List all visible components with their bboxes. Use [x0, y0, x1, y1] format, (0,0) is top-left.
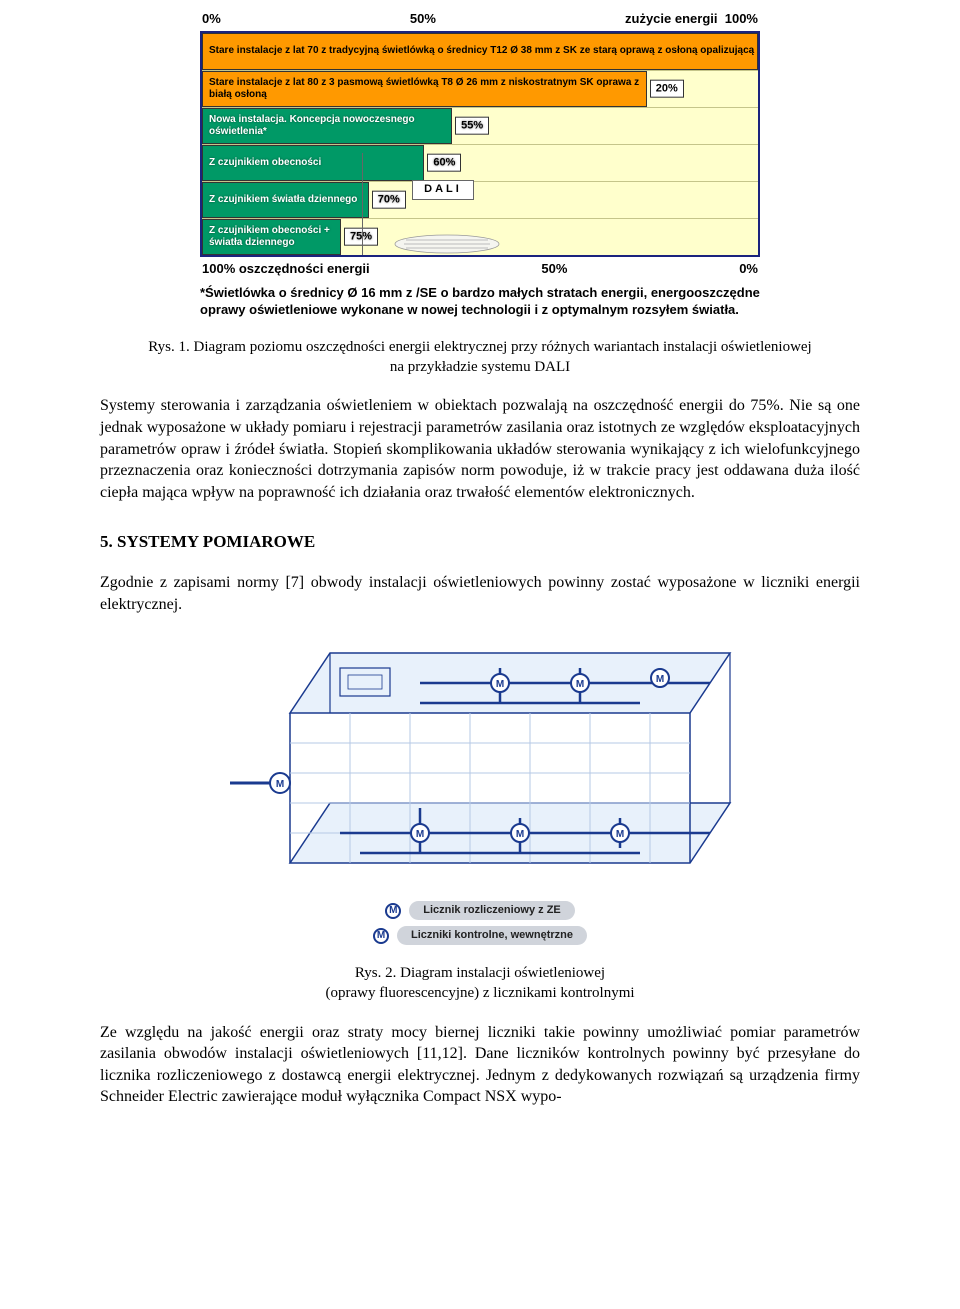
legend-row-1: M Licznik rozliczeniowy z ZE	[385, 901, 575, 920]
savings-badge: 55%	[455, 116, 489, 135]
axis-bottom-right: 0%	[739, 260, 758, 278]
axis-top: 0% 50% zużycie energii 100%	[200, 10, 760, 31]
meter-icon: M	[385, 903, 401, 919]
chart-footnote: *Świetlówka o średnicy Ø 16 mm z /SE o b…	[200, 285, 760, 319]
chart-bar: Z czujnikiem obecności60%	[202, 145, 424, 181]
svg-text:M: M	[616, 829, 624, 840]
svg-text:M: M	[276, 779, 284, 790]
axis-top-label: zużycie energii 100%	[625, 10, 758, 28]
chart-bar: Nowa instalacja. Koncepcja nowoczesnego …	[202, 108, 452, 144]
dali-label-box: DALI	[412, 180, 474, 200]
axis-top-mid: 50%	[410, 10, 436, 28]
chart-bar: Z czujnikiem światła dziennego70%	[202, 182, 369, 218]
section-heading: 5. SYSTEMY POMIAROWE	[100, 531, 860, 554]
legend-label-1: Licznik rozliczeniowy z ZE	[409, 901, 575, 920]
chart-bar: Stare instalacje z lat 70 z tradycyjną ś…	[202, 33, 758, 70]
svg-text:M: M	[416, 829, 424, 840]
axis-top-left: 0%	[202, 10, 221, 28]
figure-2-caption: Rys. 2. Diagram instalacji oświetleniowe…	[100, 963, 860, 1004]
savings-badge: 75%	[344, 227, 378, 246]
legend: M Licznik rozliczeniowy z ZE M Liczniki …	[200, 901, 760, 945]
axis-bottom: 100% oszczędności energii 50% 0%	[200, 257, 760, 278]
savings-badge: 20%	[650, 79, 684, 98]
svg-text:M: M	[516, 829, 524, 840]
svg-text:M: M	[656, 674, 664, 685]
axis-bottom-mid: 50%	[541, 260, 567, 278]
savings-badge: 60%	[427, 153, 461, 172]
chart-row: Z czujnikiem obecności60%	[202, 144, 758, 181]
legend-row-2: M Liczniki kontrolne, wewnętrzne	[373, 926, 587, 945]
meter-icon: M	[373, 928, 389, 944]
chart-row: Nowa instalacja. Koncepcja nowoczesnego …	[202, 107, 758, 144]
paragraph-3: Ze względu na jakość energii oraz straty…	[100, 1022, 860, 1108]
svg-text:M: M	[496, 679, 504, 690]
savings-badge: 70%	[372, 190, 406, 209]
dali-connector-line	[362, 153, 363, 255]
energy-savings-chart: 0% 50% zużycie energii 100% Stare instal…	[200, 10, 760, 319]
chart-row: Stare instalacje z lat 80 z 3 pasmową św…	[202, 70, 758, 107]
chart-row: Stare instalacje z lat 70 z tradycyjną ś…	[202, 33, 758, 70]
building-diagram: M M M M M M M M Licznik rozliczeniowy z …	[200, 633, 760, 945]
chart-bar: Z czujnikiem obecności + światła dzienne…	[202, 219, 341, 255]
chart-box: Stare instalacje z lat 70 z tradycyjną ś…	[200, 31, 760, 257]
building-svg: M M M M M M M	[220, 633, 740, 893]
svg-text:M: M	[576, 679, 584, 690]
legend-label-2: Liczniki kontrolne, wewnętrzne	[397, 926, 587, 945]
figure-1-caption: Rys. 1. Diagram poziomu oszczędności ene…	[100, 337, 860, 378]
paragraph-1: Systemy sterowania i zarządzania oświetl…	[100, 395, 860, 503]
axis-bottom-left: 100% oszczędności energii	[202, 260, 370, 278]
chart-bar: Stare instalacje z lat 80 z 3 pasmową św…	[202, 71, 647, 107]
chart-row: Z czujnikiem światła dziennego70%	[202, 181, 758, 218]
luminaire-icon	[392, 233, 502, 255]
paragraph-2: Zgodnie z zapisami normy [7] obwody inst…	[100, 572, 860, 615]
